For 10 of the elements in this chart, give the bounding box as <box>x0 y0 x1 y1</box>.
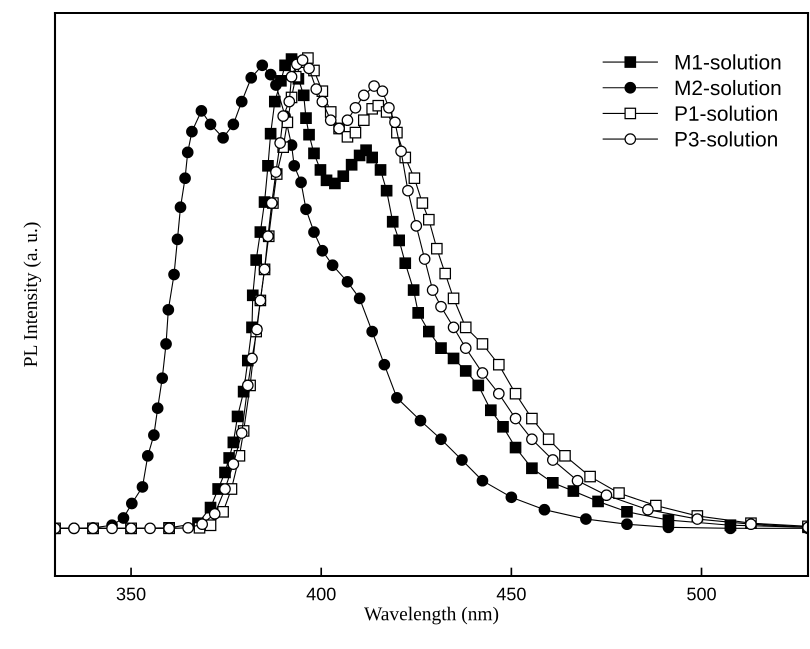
x-tick-label: 450 <box>496 588 526 600</box>
x-tick-label: 400 <box>306 588 336 600</box>
y-axis-title: PL Intensity (a. u.) <box>23 222 42 367</box>
x-tick-label: 350 <box>116 588 146 600</box>
x-tick-label: 500 <box>687 588 716 600</box>
x-axis-title: Wavelength (nm) <box>364 606 498 624</box>
legend-label: M1-solution <box>676 54 780 70</box>
legend-label: M2-solution <box>676 80 780 96</box>
legend-label: P3-solution <box>676 131 777 147</box>
legend-label: P1-solution <box>676 106 777 121</box>
